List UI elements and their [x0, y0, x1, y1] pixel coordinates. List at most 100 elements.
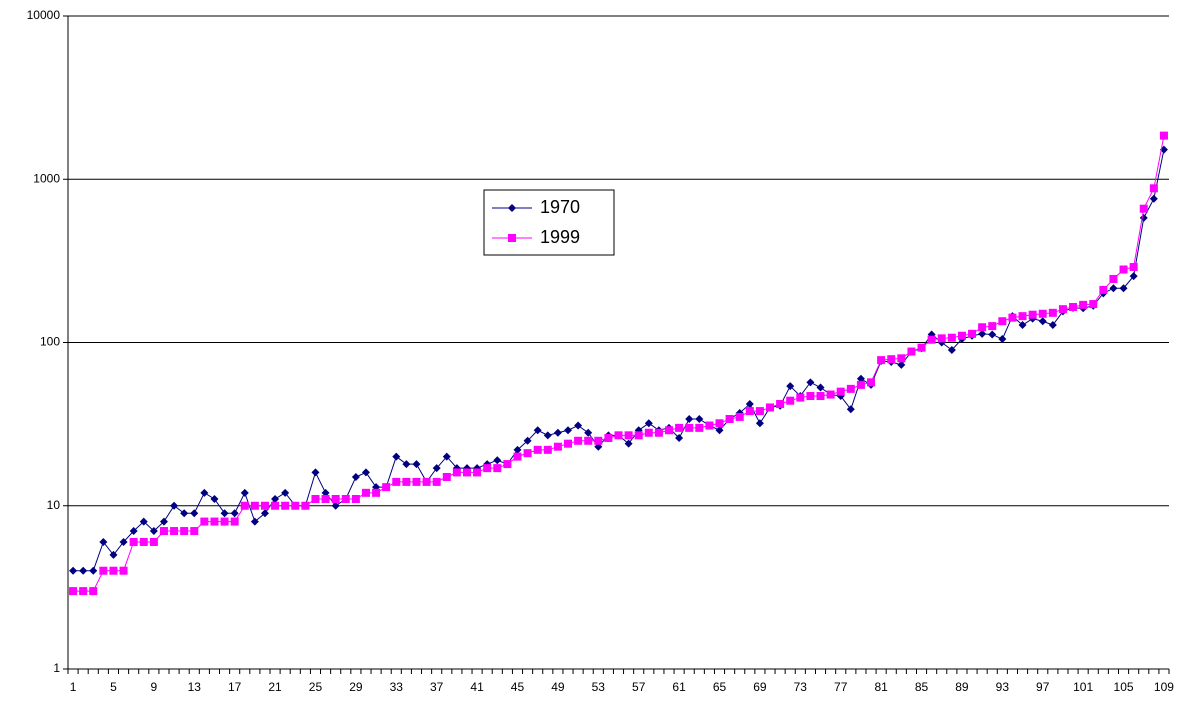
marker [109, 550, 118, 559]
marker [897, 354, 906, 363]
marker [412, 477, 421, 486]
marker [442, 452, 451, 461]
marker [99, 566, 108, 575]
marker [1149, 194, 1158, 203]
marker [533, 445, 542, 454]
marker [483, 464, 492, 473]
marker [220, 517, 229, 526]
marker [836, 387, 845, 396]
legend-label: 1970 [540, 197, 580, 217]
marker [816, 392, 825, 401]
marker [508, 234, 516, 242]
marker [351, 494, 360, 503]
marker [654, 428, 663, 437]
marker [149, 527, 158, 536]
marker [1109, 274, 1118, 283]
marker [250, 501, 259, 510]
marker [149, 537, 158, 546]
x-tick-label: 5 [110, 680, 117, 694]
marker [382, 483, 391, 492]
x-tick-label: 57 [632, 680, 646, 694]
marker [523, 436, 532, 445]
marker [523, 449, 532, 458]
marker [574, 421, 583, 430]
marker [988, 322, 997, 331]
marker [978, 329, 987, 338]
y-tick-label: 10000 [27, 8, 61, 22]
x-tick-label: 89 [955, 680, 969, 694]
marker [685, 414, 694, 423]
marker [624, 431, 633, 440]
marker [139, 537, 148, 546]
x-tick-label: 77 [834, 680, 848, 694]
marker [1028, 310, 1037, 319]
marker [1109, 284, 1118, 293]
marker [170, 527, 179, 536]
marker [180, 509, 189, 518]
marker [159, 517, 168, 526]
marker [260, 501, 269, 510]
marker [1018, 320, 1027, 329]
marker [321, 488, 330, 497]
marker [79, 587, 88, 596]
marker [1038, 309, 1047, 318]
marker [432, 464, 441, 473]
marker [735, 412, 744, 421]
marker [230, 509, 239, 518]
marker [1008, 313, 1017, 322]
marker [695, 423, 704, 432]
marker [240, 488, 249, 497]
marker [766, 403, 775, 412]
marker [180, 527, 189, 536]
marker [422, 477, 431, 486]
marker [69, 587, 78, 596]
marker [543, 445, 552, 454]
marker [1129, 263, 1138, 272]
marker [271, 501, 280, 510]
marker [119, 566, 128, 575]
marker [89, 587, 98, 596]
marker [139, 517, 148, 526]
marker [968, 329, 977, 338]
marker [361, 468, 370, 477]
x-tick-label: 49 [551, 680, 565, 694]
marker [503, 460, 512, 469]
marker [998, 335, 1007, 344]
marker [1139, 204, 1148, 213]
marker [695, 414, 704, 423]
marker [513, 445, 522, 454]
marker [291, 501, 300, 510]
marker [392, 477, 401, 486]
x-tick-label: 37 [430, 680, 444, 694]
marker [1048, 308, 1057, 317]
marker [553, 442, 562, 451]
marker [493, 464, 502, 473]
marker [159, 527, 168, 536]
marker [250, 517, 259, 526]
legend-box [483, 189, 615, 256]
marker [402, 477, 411, 486]
marker [372, 488, 381, 497]
marker [281, 488, 290, 497]
marker [1139, 213, 1148, 222]
marker [473, 468, 482, 477]
marker [311, 494, 320, 503]
x-tick-label: 85 [915, 680, 929, 694]
marker [331, 494, 340, 503]
x-tick-label: 61 [672, 680, 686, 694]
marker [210, 517, 219, 526]
legend: 1970 1999 [483, 189, 615, 256]
marker [665, 426, 674, 435]
marker [432, 477, 441, 486]
marker [200, 488, 209, 497]
marker [856, 374, 865, 383]
marker [240, 501, 249, 510]
marker [260, 509, 269, 518]
marker [220, 509, 229, 518]
marker [846, 384, 855, 393]
marker [786, 396, 795, 405]
marker [937, 334, 946, 343]
marker [190, 527, 199, 536]
marker [796, 393, 805, 402]
marker [907, 347, 916, 356]
